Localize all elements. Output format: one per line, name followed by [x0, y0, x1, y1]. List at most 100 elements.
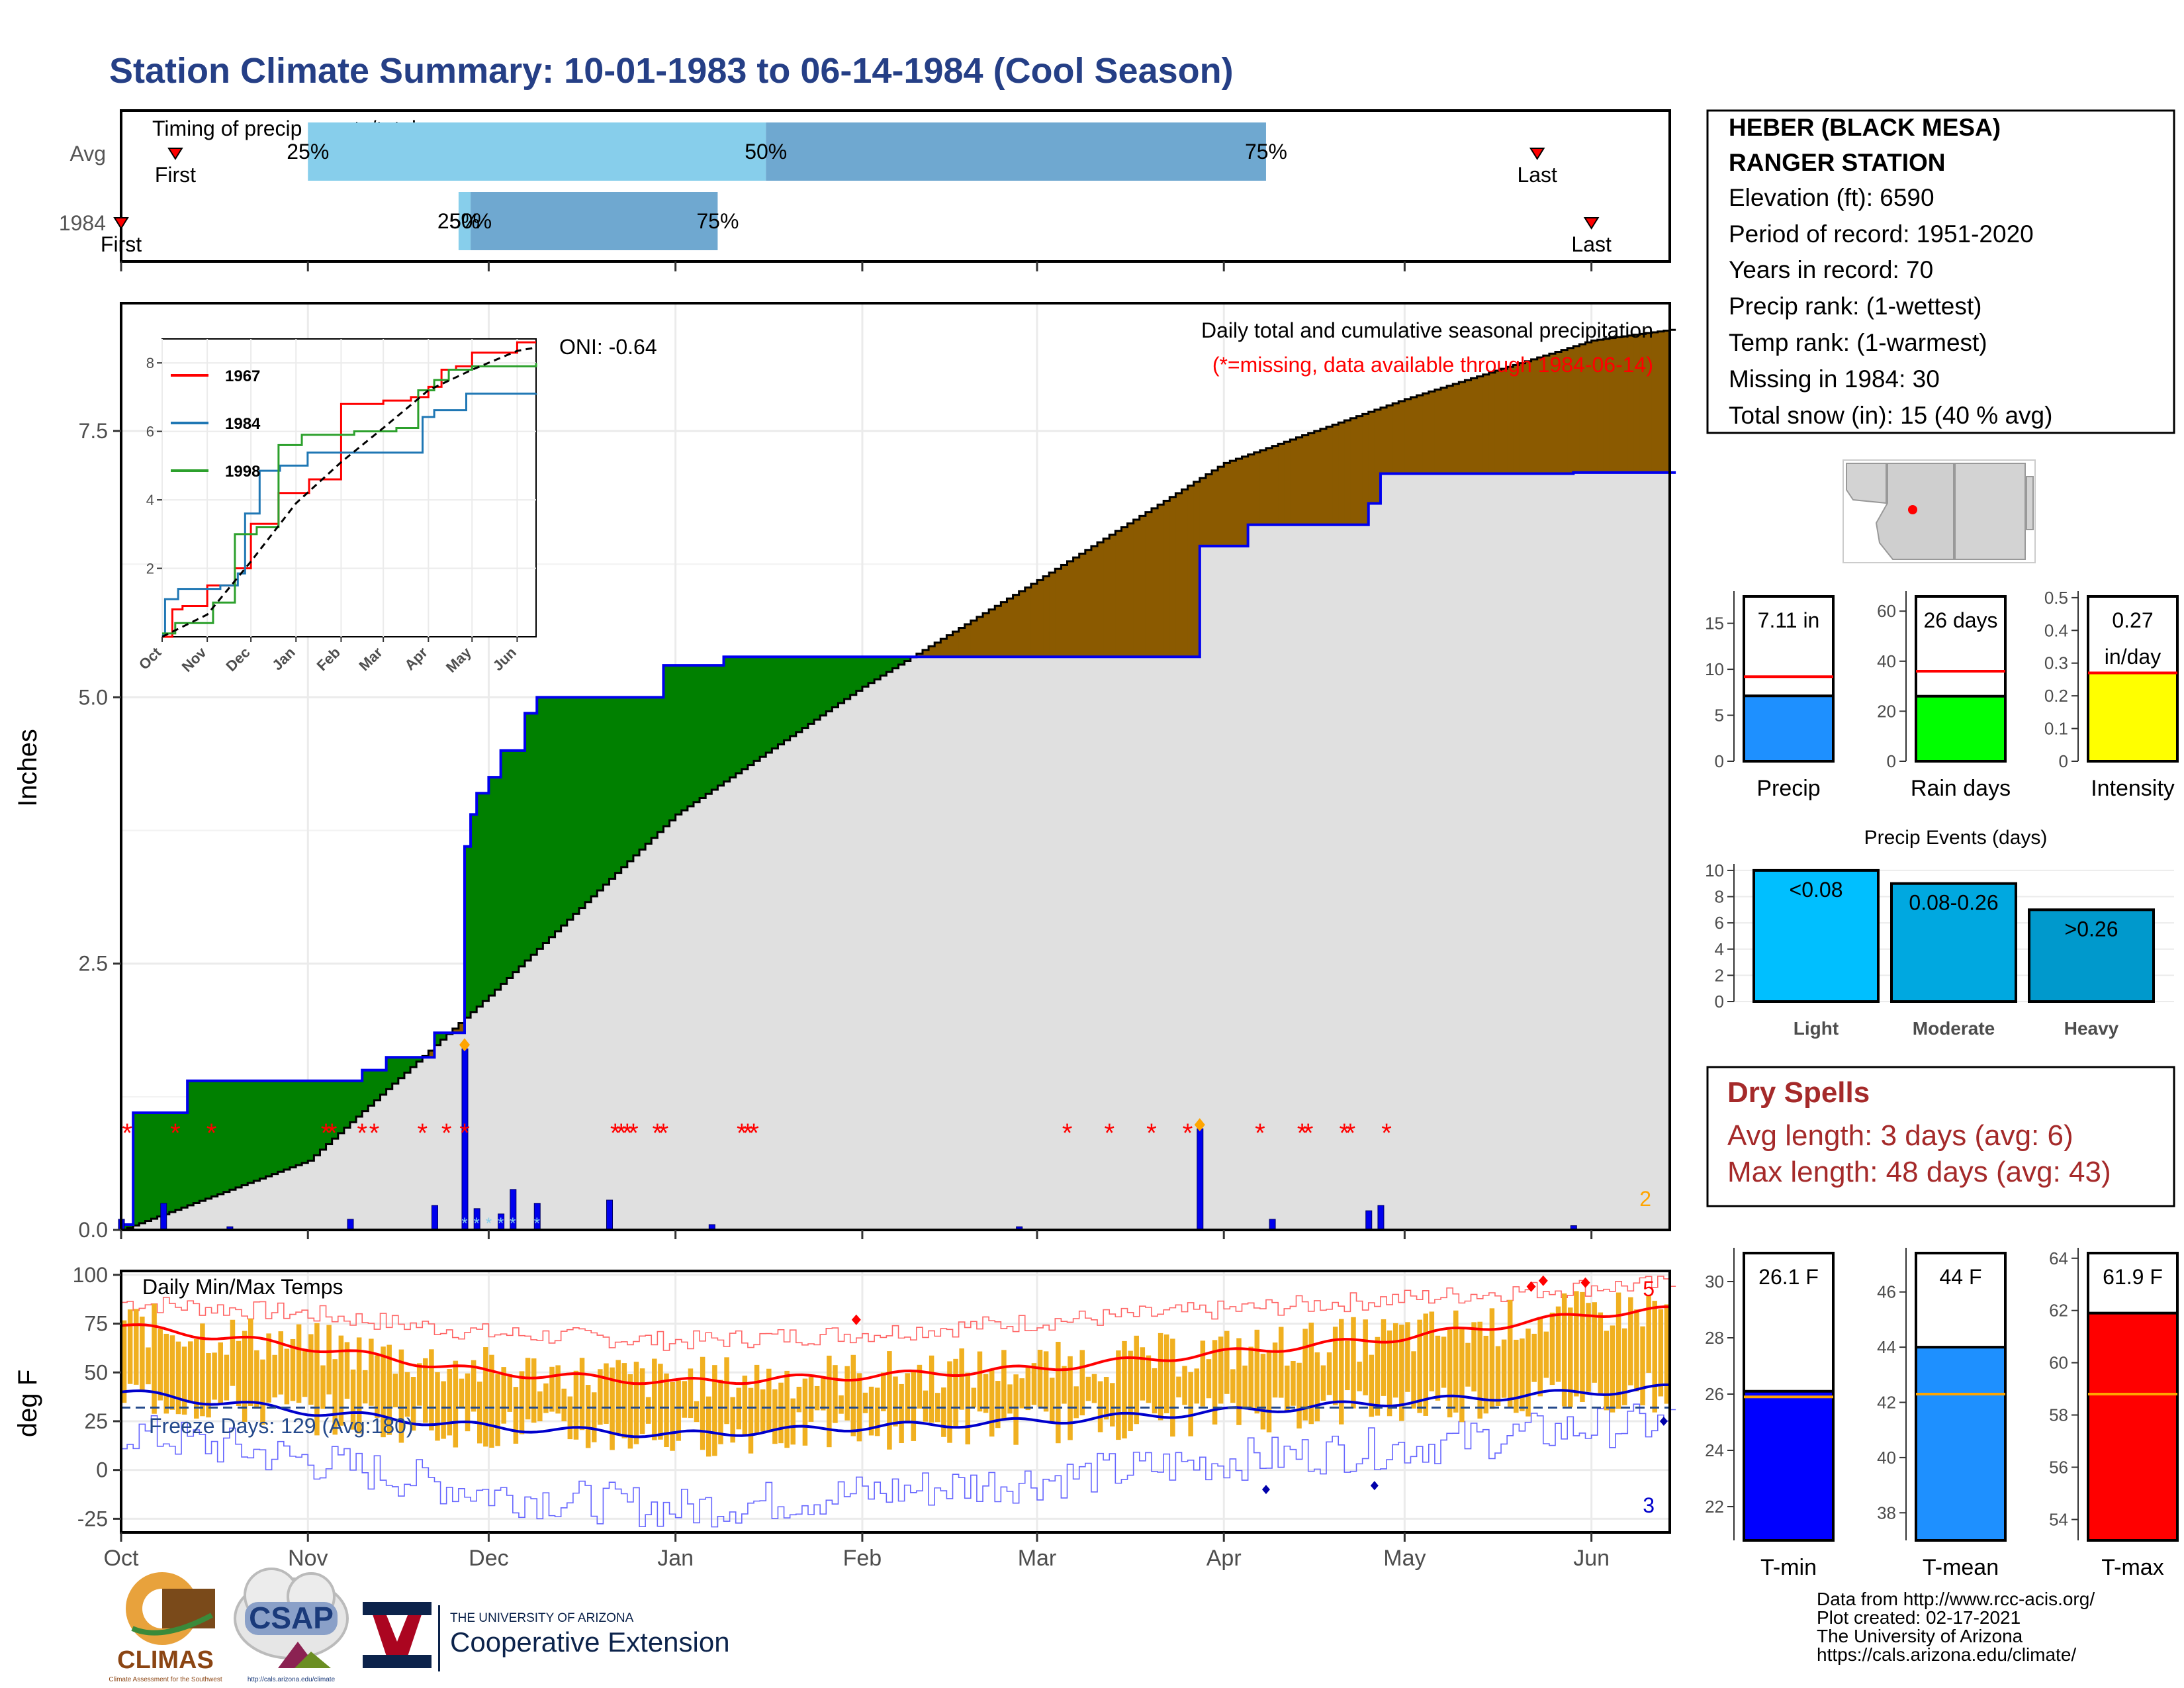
daily-temp-bar [206, 1353, 211, 1418]
daily-temp-bar [1507, 1299, 1513, 1408]
surplus-area [681, 665, 688, 811]
daily-temp-bar [1435, 1335, 1441, 1401]
daily-temp-bar [1308, 1323, 1314, 1425]
daily-temp-bar [995, 1381, 1001, 1429]
surplus-area [277, 1080, 285, 1172]
y-tick-label: 58 [2049, 1405, 2068, 1425]
record-low-marker [1261, 1485, 1270, 1495]
daily-temp-bar [338, 1335, 344, 1426]
deficit-area [1230, 461, 1237, 546]
missing-star: * [1345, 1119, 1356, 1148]
surplus-area [512, 750, 520, 972]
missing-star: * [170, 1119, 181, 1148]
daily-temp-bar [1332, 1327, 1338, 1405]
daily-temp-bar [1520, 1338, 1525, 1411]
missing-star: * [206, 1119, 217, 1148]
daily-temp-bar [1531, 1333, 1537, 1382]
daily-temp-bar [248, 1318, 253, 1406]
temp-ylabel: deg F [13, 1370, 42, 1437]
surplus-area [471, 814, 477, 1012]
y-tick-label: 0.2 [2044, 686, 2068, 706]
deficit-area [1561, 350, 1568, 474]
y-tick-label: 42 [1877, 1393, 1896, 1413]
y-tick-label: 0 [1887, 751, 1896, 771]
surplus-area [657, 697, 664, 832]
max-precip-marker [459, 1038, 470, 1052]
observed-cumulative-line [121, 471, 1676, 1226]
daily-temp-bar [375, 1355, 380, 1418]
daily-precip-bar [431, 1205, 438, 1231]
daily-temp-bar [314, 1323, 320, 1436]
daily-temp-bar [567, 1396, 573, 1440]
daily-temp-bar [598, 1369, 603, 1425]
daily-temp-bar [911, 1371, 917, 1441]
daily-temp-bar [621, 1363, 627, 1438]
surplus-area [380, 1070, 387, 1095]
daily-temp-bar [1266, 1350, 1272, 1432]
surplus-area [314, 1080, 321, 1156]
value-label: 61.9 F [2103, 1265, 2163, 1289]
events-bar-label: <0.08 [1790, 878, 1843, 902]
daily-temp-bar [754, 1364, 760, 1434]
daily-temp-bar [1525, 1329, 1531, 1417]
temp-y-tick-label: 0 [96, 1458, 108, 1482]
snow-marker: * [461, 1215, 467, 1233]
missing-star: * [743, 1119, 753, 1148]
value-bar [1915, 1346, 2007, 1542]
deficit-area [1428, 391, 1435, 474]
deficit-area [970, 620, 978, 657]
y-tick-label: 46 [1877, 1282, 1896, 1302]
deficit-area [1537, 357, 1544, 474]
surplus-area [711, 665, 719, 790]
deficit-area [1555, 352, 1562, 474]
inset-y-tick-label: 6 [146, 424, 154, 440]
daily-temp-bar [1586, 1303, 1591, 1392]
deficit-area [1410, 397, 1418, 474]
deficit-area [1447, 385, 1453, 474]
deficit-area [1151, 508, 1158, 657]
daily-temp-bar [290, 1338, 296, 1401]
surplus-area [543, 697, 550, 943]
daily-temp-bar [134, 1309, 139, 1385]
daily-temp-bar [1598, 1312, 1604, 1393]
record-max-line [121, 1276, 1676, 1351]
deficit-area [1482, 374, 1490, 474]
timing-row-label-avg: Avg [69, 142, 106, 165]
daily-temp-bar [573, 1370, 579, 1440]
daily-temp-bar [1375, 1336, 1381, 1416]
daily-temp-bar [537, 1391, 543, 1422]
surplus-area [500, 750, 508, 984]
deficit-area [1477, 376, 1484, 474]
temp-panel: -25 0 25 50 75 100 Oct Nov Dec Jan Feb Mar Apr May Jun… [13, 1263, 1676, 1571]
deficit-area [1030, 583, 1038, 657]
daily-temp-bar [169, 1335, 175, 1410]
surplus-area [747, 657, 754, 765]
timing-bar-50-75 [471, 192, 718, 250]
deficit-area [916, 653, 923, 657]
value-label: 26.1 F [1758, 1265, 1819, 1289]
surplus-area [856, 657, 863, 691]
surplus-area [735, 657, 743, 774]
value-label: in/day [2105, 645, 2161, 669]
daily-temp-bar [369, 1338, 374, 1406]
daily-temp-bar [1140, 1347, 1146, 1401]
deficit-area [1380, 407, 1387, 474]
surplus-area [259, 1080, 267, 1179]
missing-star: * [659, 1119, 669, 1148]
surplus-area [506, 750, 514, 978]
surplus-area [205, 1080, 212, 1199]
surplus-area [151, 1112, 158, 1219]
temp-y-tick-label: -25 [77, 1507, 108, 1530]
timing-first-marker [167, 148, 183, 160]
surplus-area [615, 697, 622, 873]
events-y-tick-label: 2 [1715, 965, 1724, 985]
deficit-area [1013, 594, 1020, 657]
daily-temp-bar [1122, 1340, 1127, 1438]
daily-temp-bar [664, 1373, 669, 1448]
temp-series [120, 1275, 1676, 1528]
surplus-area [477, 793, 483, 1007]
daily-temp-bar [218, 1342, 223, 1404]
month-label: Mar [1018, 1546, 1057, 1571]
daily-temp-bar [712, 1365, 717, 1456]
daily-temp-bar [236, 1340, 242, 1406]
